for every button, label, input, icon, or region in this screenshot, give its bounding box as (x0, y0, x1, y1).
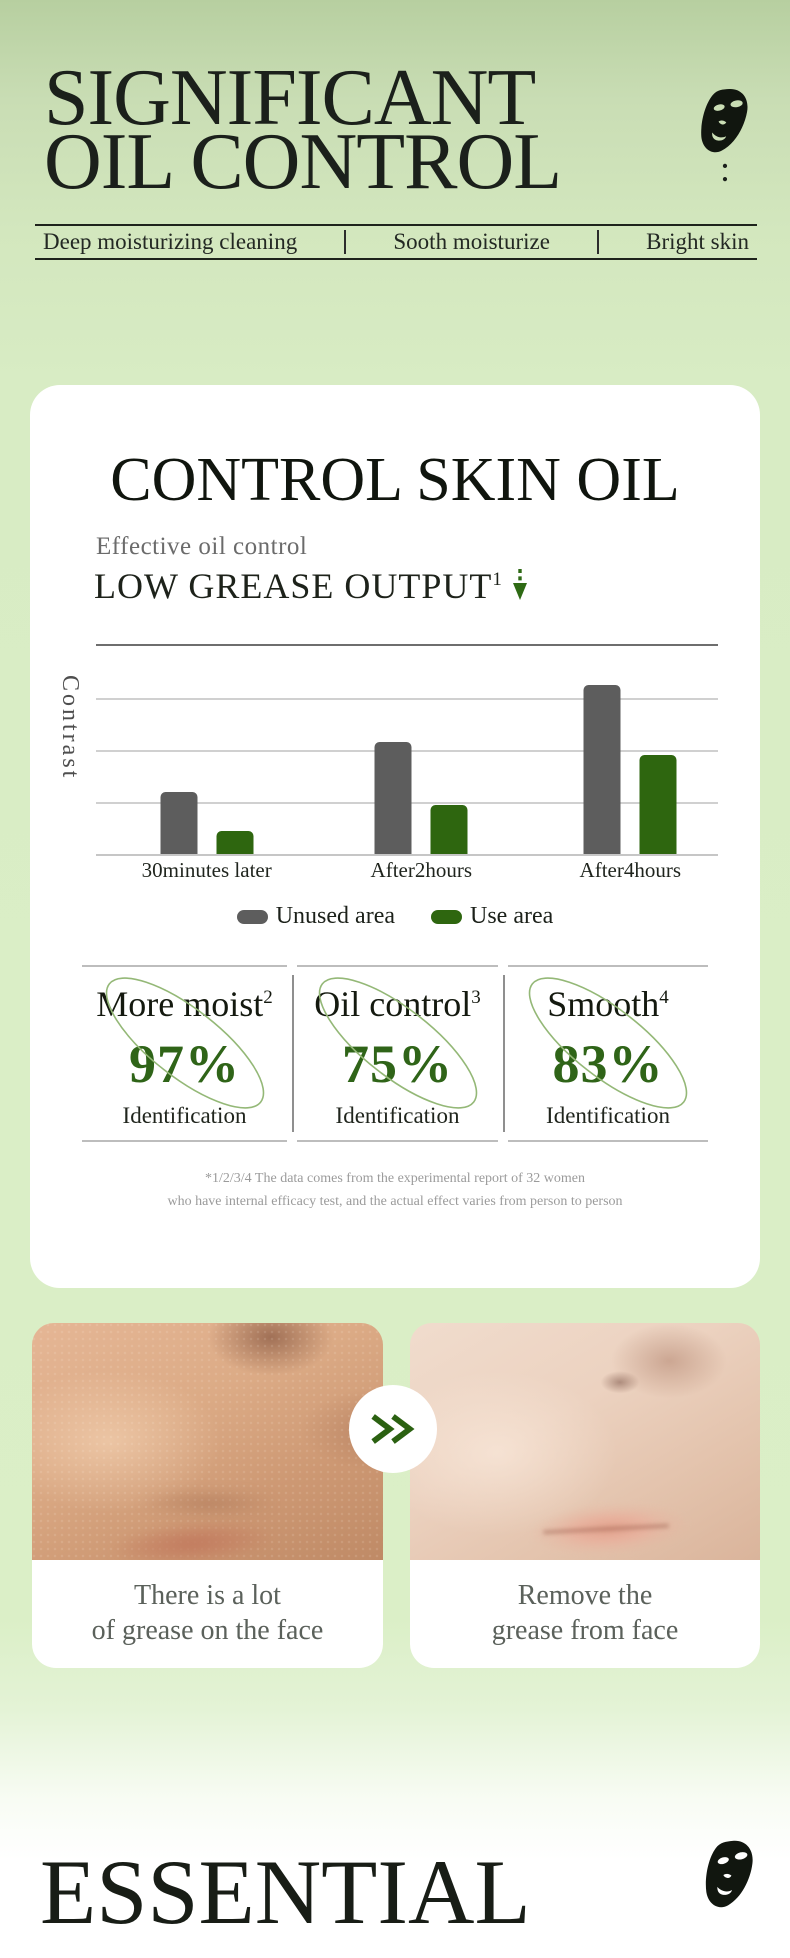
stat-caption: Identification (122, 1103, 247, 1128)
face-mask-icon (696, 1838, 758, 1920)
chart-legend: Unused area Use area (30, 903, 760, 930)
feature-item-3: Bright skin (646, 229, 749, 254)
stat-value: 75% (342, 1034, 453, 1094)
before-block: There is a lot of grease on the face (32, 1323, 383, 1668)
bar-group (374, 646, 468, 854)
stat-label: Oil control3 (314, 984, 481, 1024)
divider (503, 975, 505, 1132)
bar-group (583, 646, 677, 854)
footnote-ref-1: 1 (492, 569, 503, 590)
double-chevron-icon (371, 1414, 415, 1444)
dashed-down-arrow-icon (511, 568, 529, 611)
legend-item-unused-area: Unused area (236, 903, 395, 930)
legend-swatch (236, 909, 268, 924)
before-caption-line1: There is a lot (134, 1580, 281, 1611)
stat-value: 97% (129, 1034, 240, 1094)
legend-label: Use area (470, 903, 554, 929)
page-title-line2: OIL CONTROL (44, 118, 562, 206)
divider (292, 975, 294, 1132)
legend-swatch (431, 909, 462, 924)
bar-unused-area (160, 791, 198, 854)
card-subheading-text: LOW GREASE OUTPUT (94, 566, 493, 606)
chart-y-axis-label: Contrast (57, 675, 83, 781)
card-subtitle: Effective oil control (96, 533, 308, 560)
stats-card: CONTROL SKIN OIL Effective oil control L… (30, 385, 760, 1288)
before-caption: There is a lot of grease on the face (32, 1560, 383, 1668)
stat-oil-control: Oil control3 75% Identification (297, 965, 498, 1142)
stat-label: Smooth4 (547, 984, 669, 1024)
divider (597, 230, 600, 254)
feature-bar: Deep moisturizing cleaning Sooth moistur… (35, 224, 757, 260)
footnote: *1/2/3/4 The data comes from the experim… (30, 1167, 760, 1213)
legend-item-use-area: Use area (431, 903, 553, 930)
bar-group (160, 646, 254, 854)
x-tick-label: After4hours (579, 858, 682, 882)
bar-use-area (430, 804, 468, 854)
card-heading: CONTROL SKIN OIL (110, 446, 680, 514)
stats-row: More moist2 97% Identification Oil contr… (30, 965, 760, 1142)
stat-caption: Identification (546, 1103, 670, 1128)
divider (344, 230, 347, 254)
colon-mark: : (720, 149, 731, 189)
after-caption-line2: grease from face (491, 1615, 679, 1646)
page-title: SIGNIFICANT OIL CONTROL (44, 54, 562, 206)
stat-caption: Identification (335, 1103, 460, 1128)
chart-plot-area (96, 644, 718, 856)
face-mask-icon (692, 86, 752, 165)
feature-item-2: Sooth moisturize (393, 229, 550, 254)
arrow-circle (349, 1385, 437, 1473)
x-tick-label: After2hours (370, 858, 473, 882)
after-block: Remove the grease from face (410, 1323, 760, 1668)
before-photo (32, 1323, 383, 1560)
footer-title: ESSENTIAL (40, 1841, 531, 1943)
bar-use-area (216, 830, 254, 854)
bar-use-area (639, 755, 677, 854)
stat-smooth: Smooth4 83% Identification (508, 965, 708, 1142)
card-subheading: LOW GREASE OUTPUT1 (94, 565, 529, 611)
footnote-line1: *1/2/3/4 The data comes from the experim… (205, 1171, 585, 1186)
bar-unused-area (583, 685, 621, 854)
after-photo (410, 1323, 760, 1560)
stat-value: 83% (552, 1034, 664, 1094)
chart-xlabels: 30minutes later After2hours After4hours (96, 858, 718, 888)
x-tick-label: 30minutes later (141, 858, 272, 882)
stat-label: More moist2 (96, 984, 273, 1024)
stat-more-moist: More moist2 97% Identification (82, 965, 287, 1142)
chin-shadow (137, 1488, 278, 1518)
page-title-line1: SIGNIFICANT (44, 54, 536, 142)
legend-label: Unused area (275, 903, 395, 929)
after-caption: Remove the grease from face (410, 1560, 760, 1668)
after-caption-line1: Remove the (517, 1580, 653, 1611)
feature-item-1: Deep moisturizing cleaning (43, 229, 298, 254)
before-caption-line2: of grease on the face (91, 1615, 324, 1646)
footnote-line2: who have internal efficacy test, and the… (167, 1194, 623, 1209)
bar-unused-area (374, 742, 412, 854)
